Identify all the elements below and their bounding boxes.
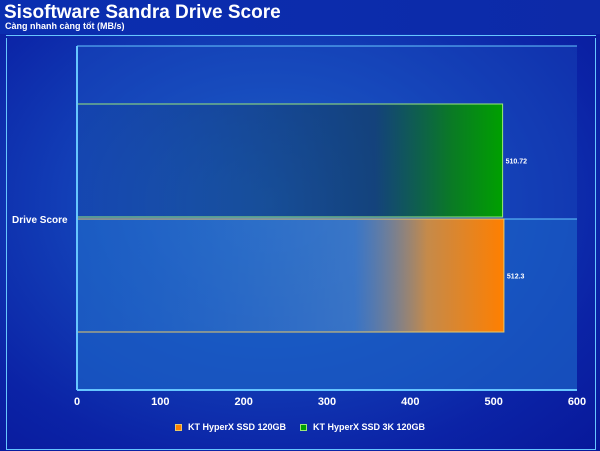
legend-label-series-a: KT HyperX SSD 120GB xyxy=(187,422,286,432)
x-tick-label: 300 xyxy=(318,396,336,408)
legend-item-series-b: KT HyperX SSD 3K 120GB xyxy=(300,422,425,432)
x-tick-label: 600 xyxy=(568,396,586,408)
header-divider-line xyxy=(6,35,596,36)
x-tick-label: 100 xyxy=(151,396,169,408)
x-tick-label: 400 xyxy=(401,396,419,408)
header-strip xyxy=(0,0,600,34)
legend-item-series-a: KT HyperX SSD 120GB xyxy=(174,422,286,432)
legend-swatch-green xyxy=(300,423,307,431)
value-label: 512.3 xyxy=(507,274,525,281)
legend: KT HyperX SSD 120GB KT HyperX SSD 3K 120… xyxy=(0,419,600,435)
category-label: Drive Score xyxy=(12,215,68,226)
x-tick-label: 200 xyxy=(234,396,252,408)
frame-left-line xyxy=(6,38,7,450)
value-label: 510.72 xyxy=(506,159,528,166)
legend-swatch-orange xyxy=(174,423,182,431)
bar-kt-hyperx-ssd-3k-120gb xyxy=(76,103,504,218)
x-tick-label: 0 xyxy=(74,396,80,408)
chart-title: Sisoftware Sandra Drive Score xyxy=(4,2,281,23)
x-tick-label: 500 xyxy=(484,396,502,408)
frame-right-line xyxy=(595,38,596,450)
footer-divider-line xyxy=(6,449,596,450)
bar-kt-hyperx-ssd-120gb xyxy=(76,218,505,333)
legend-label-series-b: KT HyperX SSD 3K 120GB xyxy=(313,422,426,432)
chart-subtitle: Càng nhanh càng tốt (MB/s) xyxy=(5,21,125,31)
